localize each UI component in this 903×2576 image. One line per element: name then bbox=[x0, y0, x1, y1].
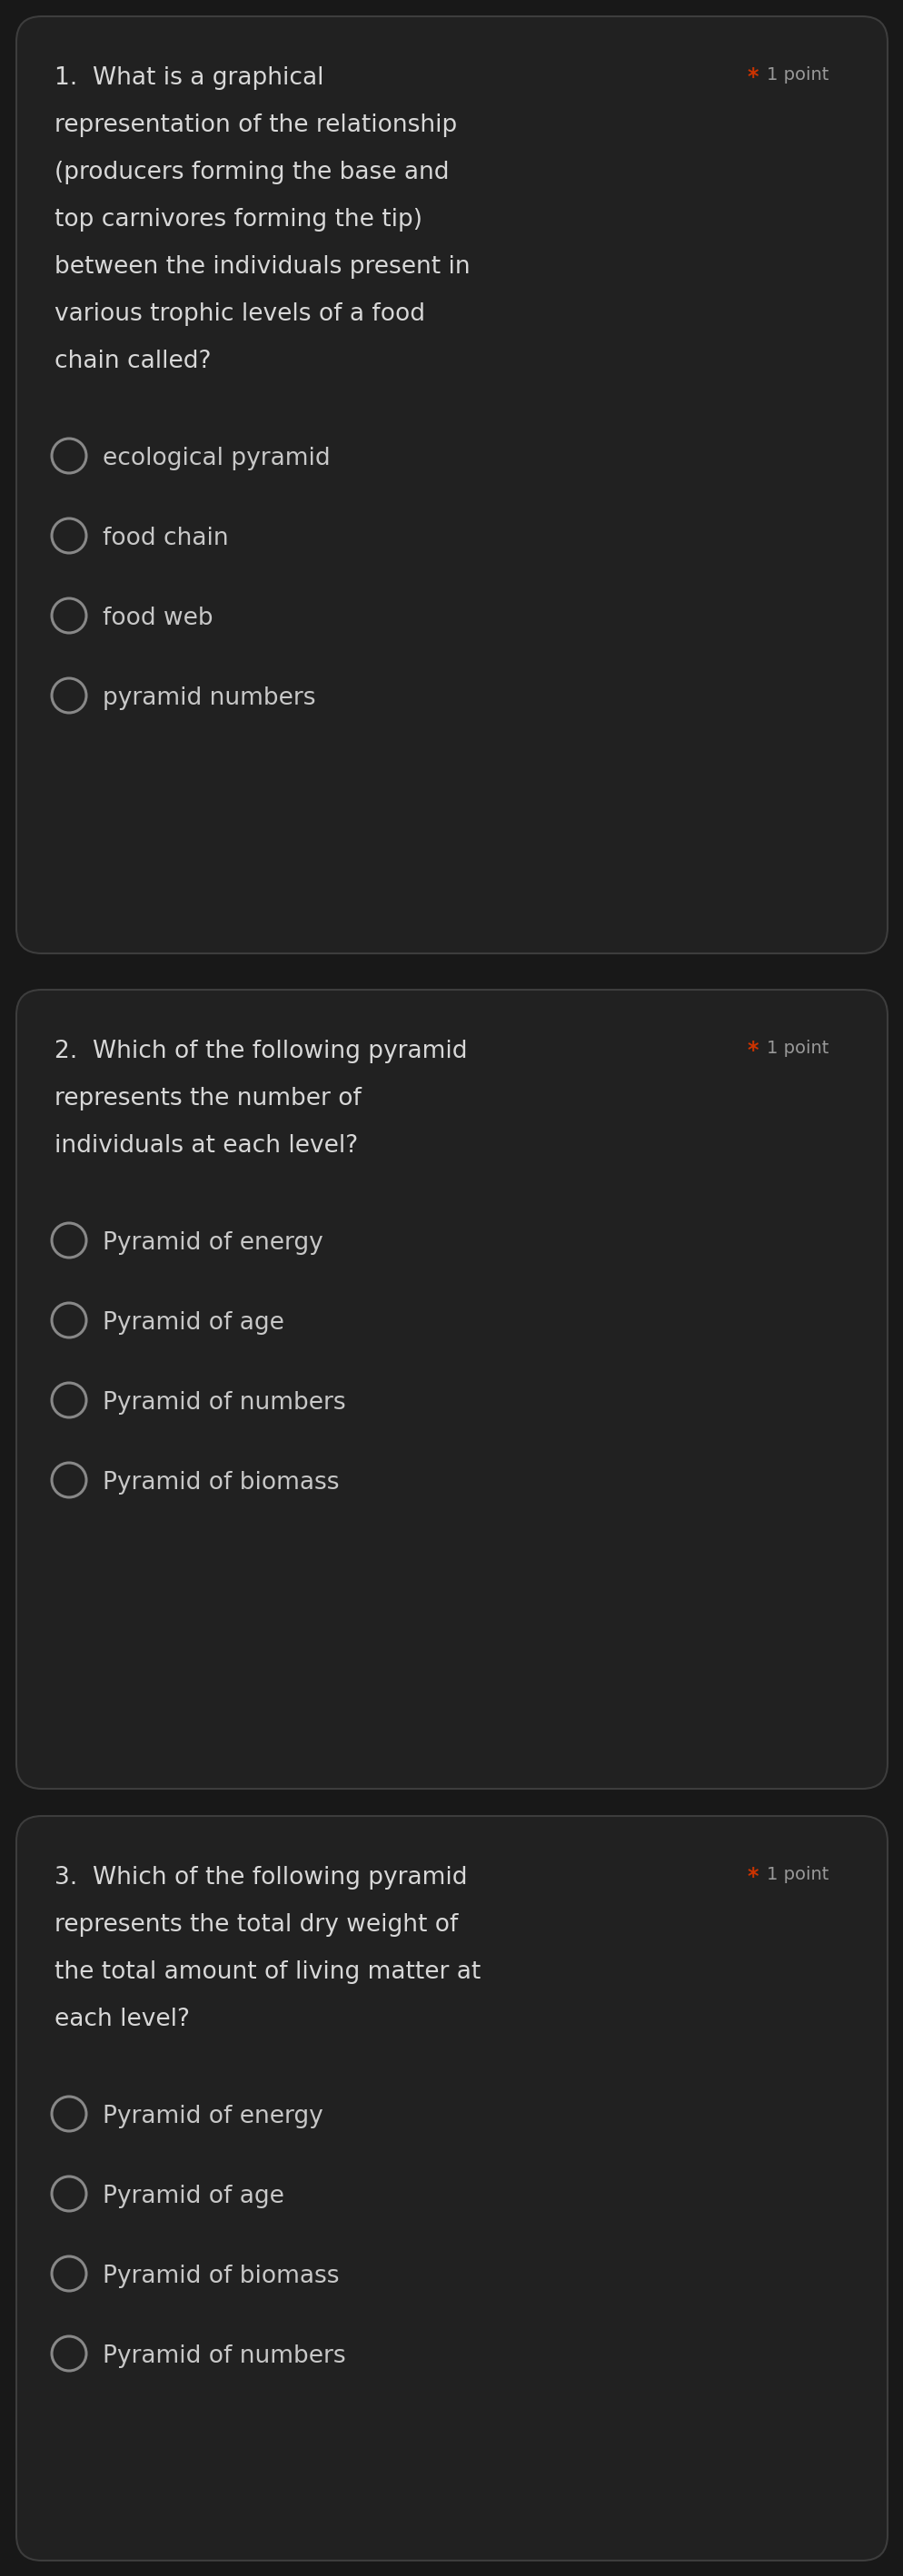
Text: 1 point: 1 point bbox=[766, 67, 828, 82]
Text: 2.  Which of the following pyramid: 2. Which of the following pyramid bbox=[54, 1041, 467, 1064]
Text: *: * bbox=[746, 1865, 758, 1888]
Text: food chain: food chain bbox=[103, 526, 228, 551]
Text: the total amount of living matter at: the total amount of living matter at bbox=[54, 1960, 480, 1984]
Text: represents the total dry weight of: represents the total dry weight of bbox=[54, 1914, 458, 1937]
FancyBboxPatch shape bbox=[16, 989, 887, 1788]
Text: Pyramid of energy: Pyramid of energy bbox=[103, 1231, 323, 1255]
Text: (producers forming the base and: (producers forming the base and bbox=[54, 160, 449, 185]
Text: ecological pyramid: ecological pyramid bbox=[103, 446, 330, 471]
Text: Pyramid of numbers: Pyramid of numbers bbox=[103, 1391, 346, 1414]
Text: chain called?: chain called? bbox=[54, 350, 211, 374]
Text: Pyramid of energy: Pyramid of energy bbox=[103, 2105, 323, 2128]
Text: Pyramid of numbers: Pyramid of numbers bbox=[103, 2344, 346, 2367]
Text: *: * bbox=[746, 1041, 758, 1061]
Text: representation of the relationship: representation of the relationship bbox=[54, 113, 457, 137]
Text: food web: food web bbox=[103, 605, 213, 631]
Text: Pyramid of age: Pyramid of age bbox=[103, 2184, 284, 2208]
Text: Pyramid of age: Pyramid of age bbox=[103, 1311, 284, 1334]
Text: *: * bbox=[746, 67, 758, 88]
FancyBboxPatch shape bbox=[16, 15, 887, 953]
FancyBboxPatch shape bbox=[16, 1816, 887, 2561]
Text: Pyramid of biomass: Pyramid of biomass bbox=[103, 2264, 339, 2287]
Text: various trophic levels of a food: various trophic levels of a food bbox=[54, 301, 424, 327]
Text: 1 point: 1 point bbox=[766, 1041, 828, 1056]
Text: pyramid numbers: pyramid numbers bbox=[103, 685, 315, 711]
Text: individuals at each level?: individuals at each level? bbox=[54, 1133, 358, 1157]
Text: 1 point: 1 point bbox=[766, 1865, 828, 1883]
Text: each level?: each level? bbox=[54, 2007, 190, 2032]
Text: top carnivores forming the tip): top carnivores forming the tip) bbox=[54, 209, 422, 232]
Text: 3.  Which of the following pyramid: 3. Which of the following pyramid bbox=[54, 1865, 467, 1891]
Text: Pyramid of biomass: Pyramid of biomass bbox=[103, 1471, 339, 1494]
Text: represents the number of: represents the number of bbox=[54, 1087, 361, 1110]
Text: 1.  What is a graphical: 1. What is a graphical bbox=[54, 67, 323, 90]
Text: between the individuals present in: between the individuals present in bbox=[54, 255, 470, 278]
